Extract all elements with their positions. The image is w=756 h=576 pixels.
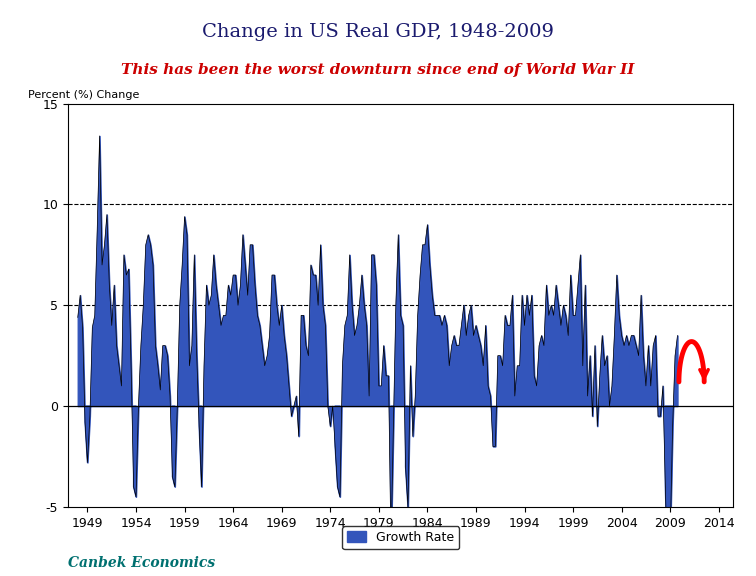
Text: Canbek Economics: Canbek Economics <box>68 556 215 570</box>
Legend: Growth Rate: Growth Rate <box>342 526 459 549</box>
Text: Percent (%) Change: Percent (%) Change <box>28 90 140 100</box>
Text: This has been the worst downturn since end of World War II: This has been the worst downturn since e… <box>121 63 635 77</box>
Text: Change in US Real GDP, 1948-2009: Change in US Real GDP, 1948-2009 <box>202 23 554 41</box>
